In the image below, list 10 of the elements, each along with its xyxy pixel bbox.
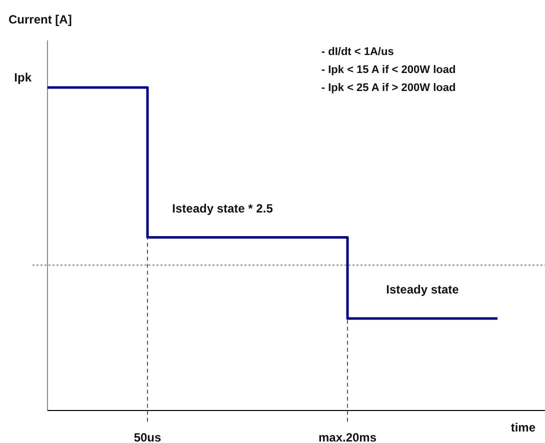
text: Ipk (14, 70, 32, 84)
annotation: - Ipk < 25 A if > 200W load (321, 82, 456, 94)
x-tick-label: max.20ms (318, 430, 377, 443)
x-tick-label: 50us (134, 430, 162, 443)
text: Current [A] (8, 12, 72, 26)
x-axis-title: time (510, 420, 536, 434)
text: - dI/dt < 1A/us (321, 46, 394, 58)
annotation: Isteady state (386, 282, 460, 296)
text: - Ipk < 15 A if < 200W load (321, 64, 456, 76)
annotation: Isteady state * 2.5 (172, 201, 274, 216)
